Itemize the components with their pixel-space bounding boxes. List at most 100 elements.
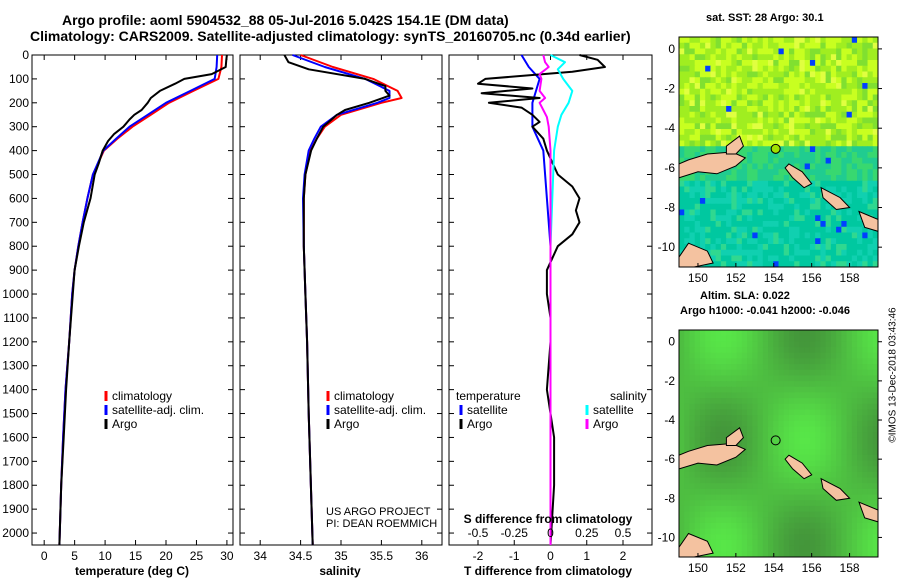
map-cell	[747, 409, 753, 416]
map-cell	[846, 403, 853, 411]
map-cell	[715, 522, 722, 530]
map-cell	[841, 232, 848, 239]
map-cell	[747, 403, 753, 411]
map-cell	[689, 386, 696, 394]
map-cell	[705, 186, 712, 193]
map-cell	[815, 134, 821, 142]
x-tick-label: 35	[334, 549, 348, 563]
map-cell	[705, 65, 712, 73]
map-cell	[720, 60, 727, 67]
map-cell	[783, 386, 790, 394]
map-cell	[846, 426, 853, 433]
map-cell	[694, 94, 701, 101]
map-cell	[726, 369, 732, 376]
map-cell	[841, 77, 848, 84]
map-cell	[857, 545, 863, 552]
map-cell	[752, 123, 759, 130]
map-cell	[710, 522, 717, 530]
map-cell	[851, 545, 858, 552]
map-cell	[836, 454, 842, 462]
map-cell	[679, 511, 685, 518]
map-cell	[783, 88, 790, 96]
map-cell	[715, 466, 722, 473]
map-cell	[825, 140, 832, 147]
map-cell	[731, 517, 738, 524]
map-cell	[694, 198, 701, 205]
map-cell	[862, 71, 869, 78]
map-cell	[752, 415, 759, 422]
map-cell	[867, 534, 874, 541]
map-cell	[741, 221, 748, 228]
map-cell	[747, 505, 753, 513]
map-cell	[684, 386, 691, 394]
map-cell	[830, 505, 837, 513]
map-cell	[684, 477, 691, 484]
map-cell	[715, 71, 722, 78]
map-cell	[762, 364, 769, 371]
map-cell	[726, 186, 732, 193]
map-cell	[851, 152, 858, 159]
map-cell	[836, 117, 842, 124]
map-cell	[679, 232, 685, 239]
map-cell	[820, 203, 827, 211]
map-cell	[794, 539, 801, 547]
map-cell	[851, 335, 858, 342]
map-cell	[747, 203, 753, 211]
map-cell	[752, 163, 759, 170]
map-cell	[836, 392, 842, 399]
map-cell	[799, 426, 806, 433]
map-cell	[694, 192, 701, 199]
map-cell	[820, 48, 827, 55]
map-cell	[679, 534, 685, 541]
map-cell	[872, 100, 878, 107]
map-cell	[830, 477, 837, 484]
map-cell	[857, 534, 863, 541]
map-cell	[699, 71, 706, 78]
map-cell	[857, 48, 863, 55]
map-cell	[857, 352, 863, 359]
map-cell	[794, 398, 801, 405]
map-cell	[720, 494, 727, 501]
map-cell	[726, 65, 732, 73]
map-cell	[841, 415, 848, 422]
map-cell	[804, 341, 811, 348]
map-cell	[799, 375, 806, 382]
map-cell	[715, 134, 722, 142]
map-cell	[872, 238, 878, 245]
map-cell	[857, 123, 863, 130]
map-cell	[857, 77, 863, 84]
map-cell	[684, 426, 691, 433]
map-cell	[773, 471, 780, 479]
x-tick-label: 25	[190, 549, 204, 563]
map-cell	[736, 392, 743, 399]
map-cell	[762, 232, 769, 239]
map-cell	[679, 443, 685, 450]
map-cell	[867, 460, 874, 467]
map-cell	[741, 505, 748, 513]
map-cell	[809, 392, 816, 399]
map-cell	[809, 528, 816, 535]
map-cell	[726, 522, 732, 530]
map-cell	[820, 94, 827, 101]
map-cell	[747, 341, 753, 348]
map-cell	[736, 94, 743, 101]
map-cell	[736, 545, 743, 552]
map-cell	[705, 381, 712, 388]
map-cell	[804, 386, 811, 394]
map-cell	[705, 392, 712, 399]
map-cell	[752, 409, 759, 416]
map-cell	[726, 129, 732, 136]
map-cell	[830, 186, 837, 193]
map-cell	[699, 54, 706, 61]
map-cell	[836, 358, 842, 365]
series-line-t-argo	[477, 54, 606, 546]
map-cell	[846, 232, 853, 239]
map-cell	[862, 203, 869, 211]
map-cell	[825, 134, 832, 142]
map-cell	[788, 432, 795, 439]
map-cell	[778, 352, 785, 359]
map-cell	[694, 494, 701, 501]
map-cell	[809, 83, 816, 90]
map-cell	[689, 403, 696, 411]
map-cell	[851, 483, 858, 490]
